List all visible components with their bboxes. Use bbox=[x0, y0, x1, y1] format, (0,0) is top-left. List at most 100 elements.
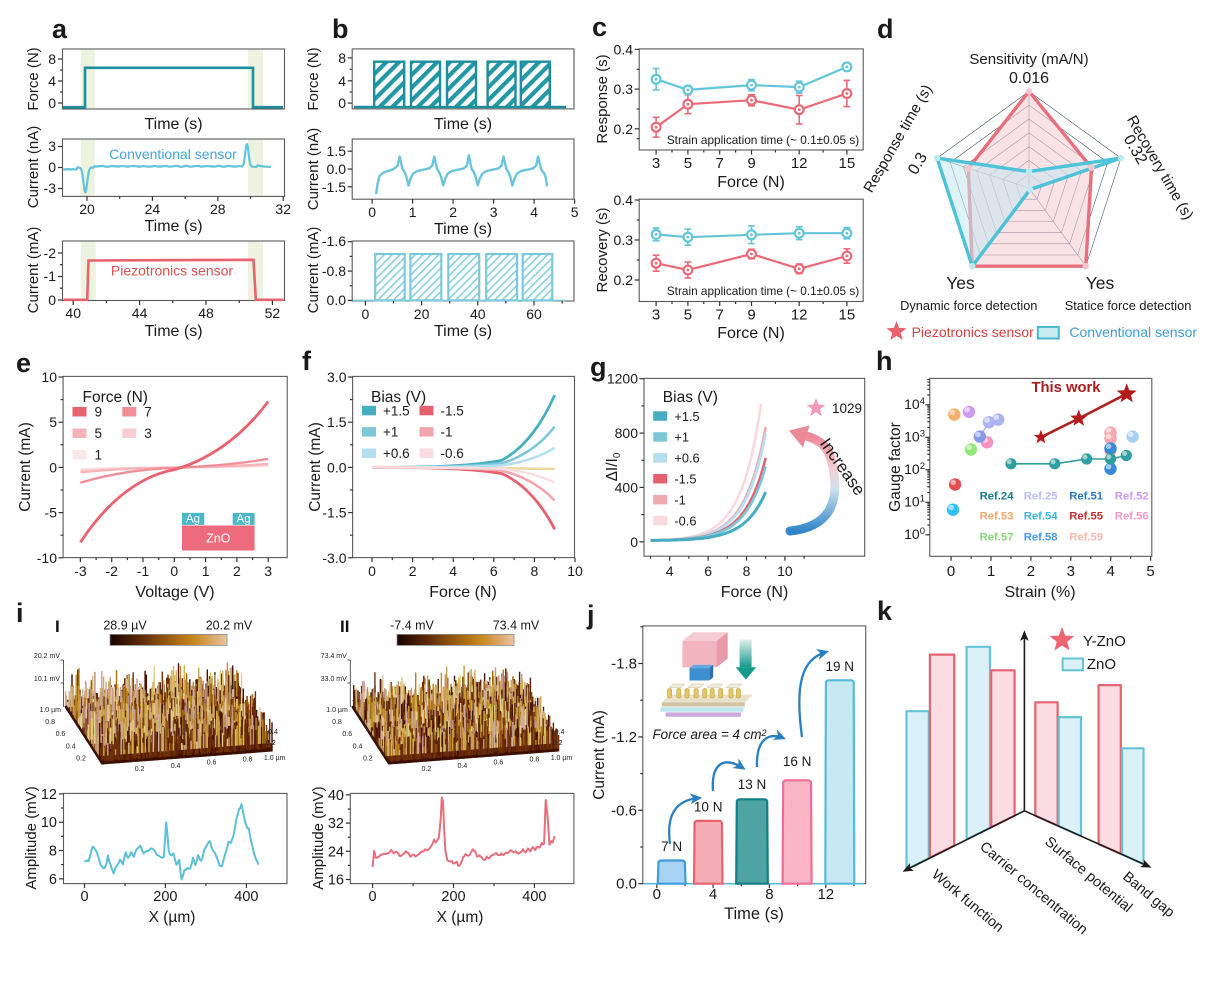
svg-text:3: 3 bbox=[1067, 563, 1075, 580]
svg-text:0: 0 bbox=[653, 886, 661, 903]
svg-text:7: 7 bbox=[716, 155, 724, 172]
svg-text:d: d bbox=[877, 14, 894, 44]
svg-text:Conventional sensor: Conventional sensor bbox=[1069, 324, 1197, 340]
svg-text:-0.6: -0.6 bbox=[441, 446, 464, 461]
svg-text:-0.6: -0.6 bbox=[674, 513, 696, 528]
svg-text:5: 5 bbox=[95, 426, 103, 441]
svg-text:0.6: 0.6 bbox=[207, 760, 217, 767]
svg-text:9: 9 bbox=[747, 307, 755, 324]
svg-text:12: 12 bbox=[817, 886, 834, 903]
svg-text:1.0 µm: 1.0 µm bbox=[326, 707, 348, 714]
svg-text:9: 9 bbox=[95, 405, 103, 420]
svg-text:0: 0 bbox=[369, 889, 377, 905]
svg-text:-1.6: -1.6 bbox=[322, 233, 346, 249]
svg-text:-1.5: -1.5 bbox=[441, 403, 464, 418]
svg-text:a: a bbox=[52, 14, 68, 44]
svg-text:-3: -3 bbox=[74, 563, 87, 579]
svg-text:1.5: 1.5 bbox=[327, 143, 347, 159]
svg-text:15: 15 bbox=[839, 307, 856, 324]
svg-text:0.8: 0.8 bbox=[243, 756, 253, 763]
svg-text:8: 8 bbox=[338, 50, 346, 66]
svg-text:400: 400 bbox=[615, 479, 639, 495]
svg-text:Current (mA): Current (mA) bbox=[307, 422, 324, 512]
svg-text:Yes: Yes bbox=[1086, 273, 1115, 293]
svg-text:Ref.57: Ref.57 bbox=[980, 532, 1014, 544]
svg-text:0.2: 0.2 bbox=[363, 756, 373, 763]
svg-text:ΔI/I0: ΔI/I0 bbox=[604, 452, 623, 481]
svg-text:5: 5 bbox=[684, 307, 692, 324]
svg-text:0.2: 0.2 bbox=[422, 766, 432, 773]
svg-text:Sensitivity (mA/N): Sensitivity (mA/N) bbox=[969, 51, 1088, 68]
svg-text:73.4 mV: 73.4 mV bbox=[321, 653, 347, 660]
svg-text:8: 8 bbox=[765, 886, 773, 903]
svg-text:5: 5 bbox=[571, 204, 579, 220]
svg-text:Voltage (V): Voltage (V) bbox=[135, 584, 214, 601]
svg-text:Recovery (s): Recovery (s) bbox=[594, 207, 611, 292]
svg-text:0.8: 0.8 bbox=[45, 719, 55, 726]
svg-text:1.0 µm: 1.0 µm bbox=[264, 755, 286, 762]
svg-text:40: 40 bbox=[65, 305, 81, 321]
svg-text:Time (s): Time (s) bbox=[144, 323, 202, 340]
svg-text:Time (s): Time (s) bbox=[434, 221, 492, 238]
svg-text:Ag: Ag bbox=[237, 514, 251, 526]
svg-text:400: 400 bbox=[234, 889, 258, 905]
svg-text:Ref.58: Ref.58 bbox=[1024, 532, 1058, 544]
svg-text:6: 6 bbox=[490, 563, 498, 579]
svg-text:7 N: 7 N bbox=[661, 839, 682, 854]
svg-text:-1.5: -1.5 bbox=[322, 179, 346, 195]
svg-text:5: 5 bbox=[684, 155, 692, 172]
svg-text:0: 0 bbox=[170, 563, 178, 579]
svg-text:Force area = 4 cm2: Force area = 4 cm2 bbox=[653, 727, 767, 742]
svg-text:Current (mA): Current (mA) bbox=[305, 227, 322, 314]
svg-text:20: 20 bbox=[79, 201, 95, 217]
svg-text:-5: -5 bbox=[45, 505, 58, 521]
svg-text:-1: -1 bbox=[137, 563, 150, 579]
svg-text:0.3: 0.3 bbox=[614, 81, 634, 97]
svg-text:Bias (V): Bias (V) bbox=[371, 389, 426, 406]
svg-text:+1: +1 bbox=[383, 425, 398, 440]
svg-text:f: f bbox=[302, 346, 312, 376]
svg-text:-1: -1 bbox=[44, 268, 57, 284]
svg-text:8: 8 bbox=[49, 844, 57, 860]
svg-text:Ref.53: Ref.53 bbox=[980, 511, 1014, 523]
svg-text:6: 6 bbox=[49, 872, 57, 888]
svg-text:0.2: 0.2 bbox=[553, 740, 563, 747]
svg-text:X (µm): X (µm) bbox=[437, 909, 484, 926]
svg-text:Y-ZnO: Y-ZnO bbox=[1083, 633, 1126, 650]
svg-text:20: 20 bbox=[414, 306, 430, 322]
svg-text:Ref.55: Ref.55 bbox=[1069, 511, 1103, 523]
svg-text:0.4: 0.4 bbox=[614, 192, 634, 208]
svg-text:Force (N): Force (N) bbox=[721, 584, 789, 601]
svg-text:400: 400 bbox=[522, 889, 546, 905]
svg-text:0: 0 bbox=[368, 563, 376, 579]
svg-text:-10: -10 bbox=[37, 550, 57, 566]
svg-text:0.8: 0.8 bbox=[332, 719, 342, 726]
svg-text:52: 52 bbox=[265, 305, 281, 321]
svg-text:0.0: 0.0 bbox=[616, 876, 637, 893]
svg-text:28: 28 bbox=[210, 201, 226, 217]
svg-text:Piezotronics sensor: Piezotronics sensor bbox=[912, 324, 1035, 340]
svg-text:0.4: 0.4 bbox=[614, 41, 634, 57]
svg-text:10: 10 bbox=[567, 563, 583, 579]
svg-text:0.4: 0.4 bbox=[171, 763, 181, 770]
svg-text:Ref.25: Ref.25 bbox=[1024, 491, 1058, 503]
svg-text:0.2: 0.2 bbox=[135, 766, 145, 773]
svg-text:ZnO: ZnO bbox=[1087, 656, 1116, 673]
svg-text:0.6: 0.6 bbox=[494, 760, 504, 767]
svg-text:0: 0 bbox=[48, 292, 56, 308]
svg-text:Conventional sensor: Conventional sensor bbox=[109, 146, 237, 162]
svg-text:10.1 mV: 10.1 mV bbox=[34, 676, 60, 683]
svg-text:32: 32 bbox=[328, 816, 344, 832]
svg-text:15: 15 bbox=[839, 155, 856, 172]
svg-text:5: 5 bbox=[49, 414, 57, 430]
svg-text:k: k bbox=[877, 596, 893, 626]
svg-text:-1.2: -1.2 bbox=[611, 729, 637, 746]
svg-text:0.6: 0.6 bbox=[342, 731, 352, 738]
svg-text:0.2: 0.2 bbox=[76, 756, 86, 763]
svg-text:9: 9 bbox=[747, 155, 755, 172]
svg-text:6: 6 bbox=[704, 563, 712, 579]
svg-text:0.4: 0.4 bbox=[458, 763, 468, 770]
svg-text:60: 60 bbox=[526, 306, 542, 322]
svg-text:40: 40 bbox=[470, 306, 486, 322]
svg-text:-2: -2 bbox=[105, 563, 118, 579]
